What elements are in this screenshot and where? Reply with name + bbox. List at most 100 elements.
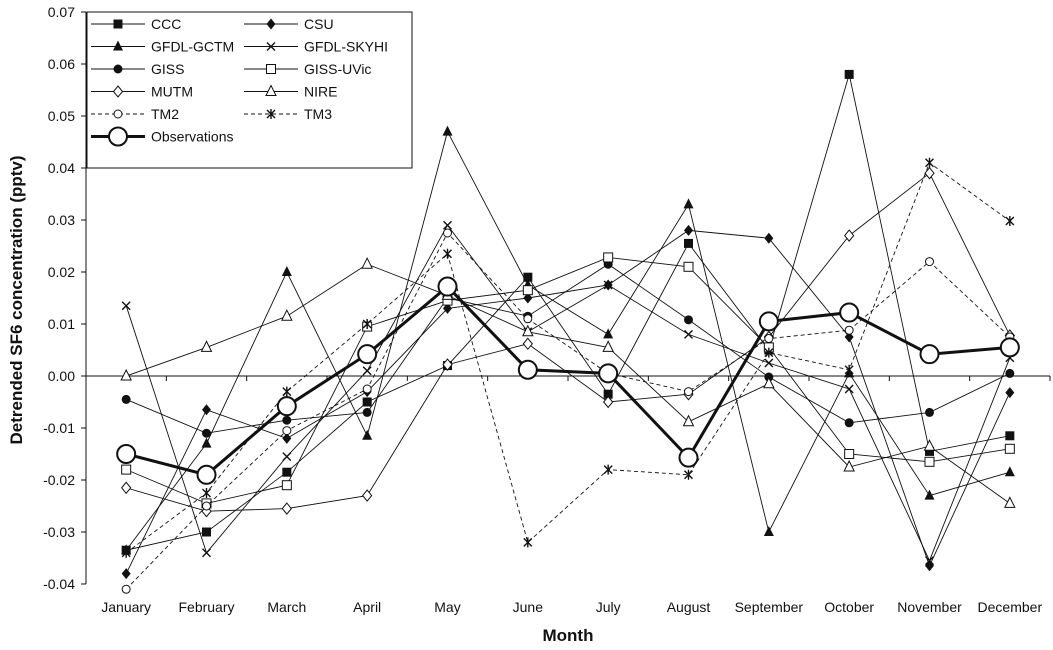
legend-label: NIRE xyxy=(304,84,337,100)
data-point xyxy=(362,429,373,440)
asterisk-marker xyxy=(684,469,693,480)
series-line xyxy=(125,229,1011,574)
diamond-open-marker xyxy=(442,358,453,371)
data-point xyxy=(684,315,693,325)
x-tick-label: February xyxy=(178,599,234,615)
data-point xyxy=(362,397,372,407)
circle-open-marker xyxy=(121,584,131,594)
x-tick-label: March xyxy=(267,599,306,615)
triangle-open-marker xyxy=(602,340,614,352)
triangle-open-marker xyxy=(923,439,936,451)
triangle-open-marker xyxy=(522,324,534,337)
circle-open-marker xyxy=(844,325,854,335)
data-point xyxy=(437,276,458,297)
legend-item-giss: GISS xyxy=(91,61,184,77)
data-point xyxy=(603,252,614,263)
square-open-marker xyxy=(844,449,855,459)
legend-marker xyxy=(108,126,128,147)
square-marker xyxy=(113,19,123,29)
data-point xyxy=(839,302,860,323)
data-point xyxy=(844,69,854,79)
triangle-marker xyxy=(442,125,453,136)
x-marker xyxy=(925,556,934,566)
x-tick-label: August xyxy=(667,599,711,615)
legend-label: CCC xyxy=(151,16,181,32)
series-giss xyxy=(121,259,1015,438)
y-tick-label: 0.03 xyxy=(48,212,75,228)
diamond-marker xyxy=(282,432,292,444)
triangle-marker xyxy=(113,40,123,51)
circle-marker xyxy=(202,428,211,438)
legend-label: GFDL-SKYHI xyxy=(304,39,388,55)
data-point xyxy=(443,302,452,314)
x-marker xyxy=(684,329,693,339)
data-point xyxy=(362,489,373,502)
circle-open-marker xyxy=(362,384,372,394)
data-point xyxy=(844,418,854,428)
data-point xyxy=(684,224,693,236)
series-line xyxy=(125,284,1010,477)
data-point xyxy=(844,364,854,375)
large-circle-marker xyxy=(598,363,619,384)
data-point xyxy=(763,376,775,389)
circle-open-marker xyxy=(523,314,533,324)
data-point xyxy=(763,526,774,536)
x-tick-label: July xyxy=(596,599,621,615)
triangle-open-marker xyxy=(843,459,855,472)
data-point xyxy=(517,359,538,380)
x-marker xyxy=(121,301,131,311)
diamond-open-marker xyxy=(924,166,935,180)
data-point xyxy=(281,502,292,515)
square-marker xyxy=(844,69,854,79)
data-point xyxy=(603,280,613,290)
data-point xyxy=(281,266,292,276)
triangle-open-marker xyxy=(200,340,213,352)
square-marker xyxy=(202,527,211,537)
triangle-marker xyxy=(281,266,292,276)
data-point xyxy=(924,489,935,500)
data-point xyxy=(925,446,934,456)
diamond-marker xyxy=(925,560,934,572)
large-circle-marker xyxy=(517,359,538,380)
y-tick-label: -0.04 xyxy=(43,576,75,592)
y-tick-label: 0.02 xyxy=(48,264,75,280)
diamond-marker xyxy=(121,568,131,580)
large-circle-marker xyxy=(116,444,137,464)
data-point xyxy=(683,261,694,272)
data-point xyxy=(684,238,693,248)
square-open-marker xyxy=(1004,443,1015,454)
asterisk-marker xyxy=(925,157,934,168)
data-point xyxy=(603,389,613,399)
diamond-open-marker xyxy=(844,229,855,242)
legend-box xyxy=(86,11,413,169)
data-point xyxy=(282,386,292,397)
data-point xyxy=(121,547,131,558)
y-tick-label: 0.01 xyxy=(48,316,75,332)
circle-marker xyxy=(1005,368,1015,378)
data-point xyxy=(684,387,693,397)
asterisk-marker xyxy=(443,248,452,259)
legend-marker xyxy=(113,109,123,119)
circle-marker xyxy=(925,407,934,417)
x-marker xyxy=(443,220,452,230)
legend-label: GISS xyxy=(151,61,184,77)
x-tick-label: October xyxy=(824,599,874,615)
triangle-marker xyxy=(1004,466,1015,477)
x-marker xyxy=(603,280,613,290)
y-tick-label: 0.04 xyxy=(48,160,75,176)
diamond-marker xyxy=(523,292,533,304)
data-point xyxy=(282,426,292,436)
series-layer xyxy=(116,69,1020,594)
data-point xyxy=(121,464,132,475)
square-marker xyxy=(603,389,613,399)
square-marker xyxy=(523,272,533,282)
data-point xyxy=(682,414,695,427)
data-point xyxy=(522,337,533,351)
data-point xyxy=(1005,387,1015,399)
diamond-open-marker xyxy=(281,502,292,515)
data-point xyxy=(764,358,774,368)
asterisk-marker xyxy=(1005,216,1015,227)
large-circle-marker xyxy=(437,276,458,297)
x-marker xyxy=(282,452,292,462)
square-open-marker xyxy=(924,456,935,467)
